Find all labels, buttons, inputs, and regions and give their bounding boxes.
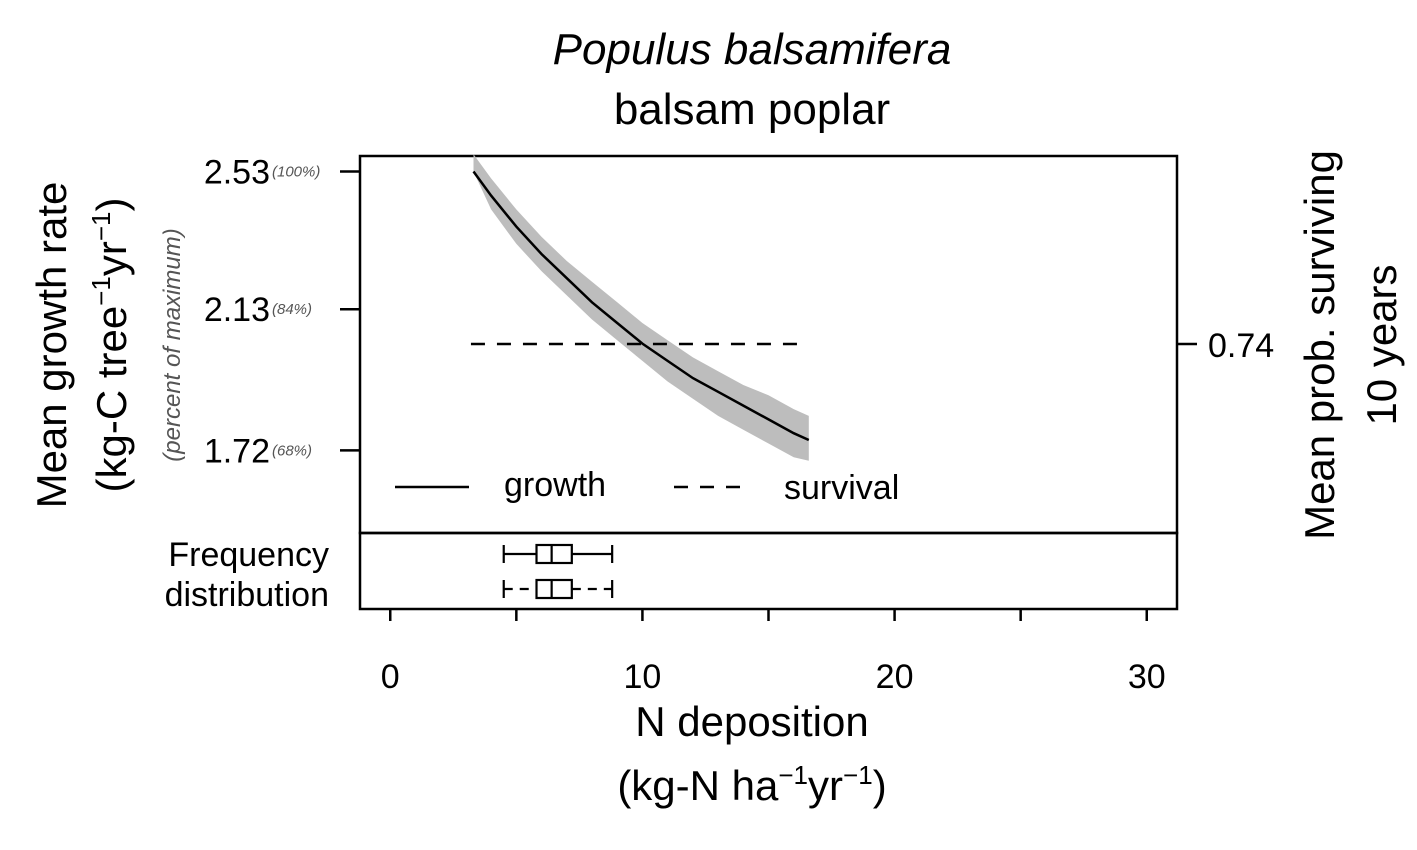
- left-axis-title-prefix: (kg-C tree: [88, 306, 135, 493]
- left-axis-title-line1: Mean growth rate: [28, 182, 75, 509]
- x-axis-title-line2: (kg-N ha−1yr−1): [617, 760, 886, 809]
- frequency-label-line1: Frequency: [168, 536, 329, 574]
- frequency-panel-frame: [358, 531, 1179, 611]
- frequency-boxplots: [502, 543, 614, 600]
- x-axis-title-sup1: −1: [778, 760, 808, 790]
- boxplot-box-1: [535, 578, 573, 600]
- legend: growth survival: [395, 466, 899, 507]
- left-y-axis: 2.53 (100%) 2.13 (84%) 1.72 (68%): [204, 153, 360, 470]
- x-axis-title-suffix: ): [873, 762, 887, 809]
- left-tick-pct-2: (68%): [272, 442, 312, 459]
- left-axis-title-mid: yr: [88, 241, 135, 276]
- legend-growth-label: growth: [504, 466, 606, 504]
- x-axis-title-sup2: −1: [843, 760, 873, 790]
- left-axis-title-line2: (kg-C tree−1yr−1): [86, 197, 135, 492]
- left-axis-subtitle: (percent of maximum): [159, 228, 186, 461]
- left-tick-label-1: 2.13: [204, 291, 270, 329]
- left-tick-label-2: 1.72: [204, 432, 270, 470]
- x-tick-label-1: 10: [624, 658, 662, 696]
- frequency-label-line2: distribution: [165, 576, 329, 614]
- growth-ci-band: [473, 154, 809, 461]
- x-tick-label-3: 30: [1128, 658, 1166, 696]
- growth-line: [472, 170, 810, 442]
- right-tick-label-0: 0.74: [1208, 327, 1274, 365]
- x-tick-label-0: 0: [381, 658, 400, 696]
- legend-survival-label: survival: [784, 469, 899, 507]
- right-axis-title-line2: 10 years: [1358, 264, 1405, 425]
- left-tick-label-0: 2.53: [204, 153, 270, 191]
- left-axis-title-suffix: ): [88, 197, 135, 211]
- left-tick-pct-1: (84%): [272, 301, 312, 318]
- x-axis-title-line1: N deposition: [635, 698, 868, 745]
- x-axis-title-prefix: (kg-N ha: [617, 762, 779, 809]
- left-axis-title-sup2: −1: [86, 211, 116, 241]
- x-tick-label-2: 20: [876, 658, 914, 696]
- boxplot-box-0: [535, 543, 573, 565]
- chart-subtitle: balsam poplar: [614, 85, 890, 134]
- right-axis-title-line1: Mean prob. surviving: [1296, 150, 1343, 540]
- right-y-axis: 0.74: [1177, 327, 1274, 365]
- x-axis: 0 10 20 30: [381, 609, 1166, 696]
- left-tick-pct-0: (100%): [272, 163, 320, 180]
- chart-title: Populus balsamifera: [553, 25, 952, 74]
- x-axis-title-mid: yr: [808, 762, 843, 809]
- left-axis-title-sup1: −1: [86, 276, 116, 306]
